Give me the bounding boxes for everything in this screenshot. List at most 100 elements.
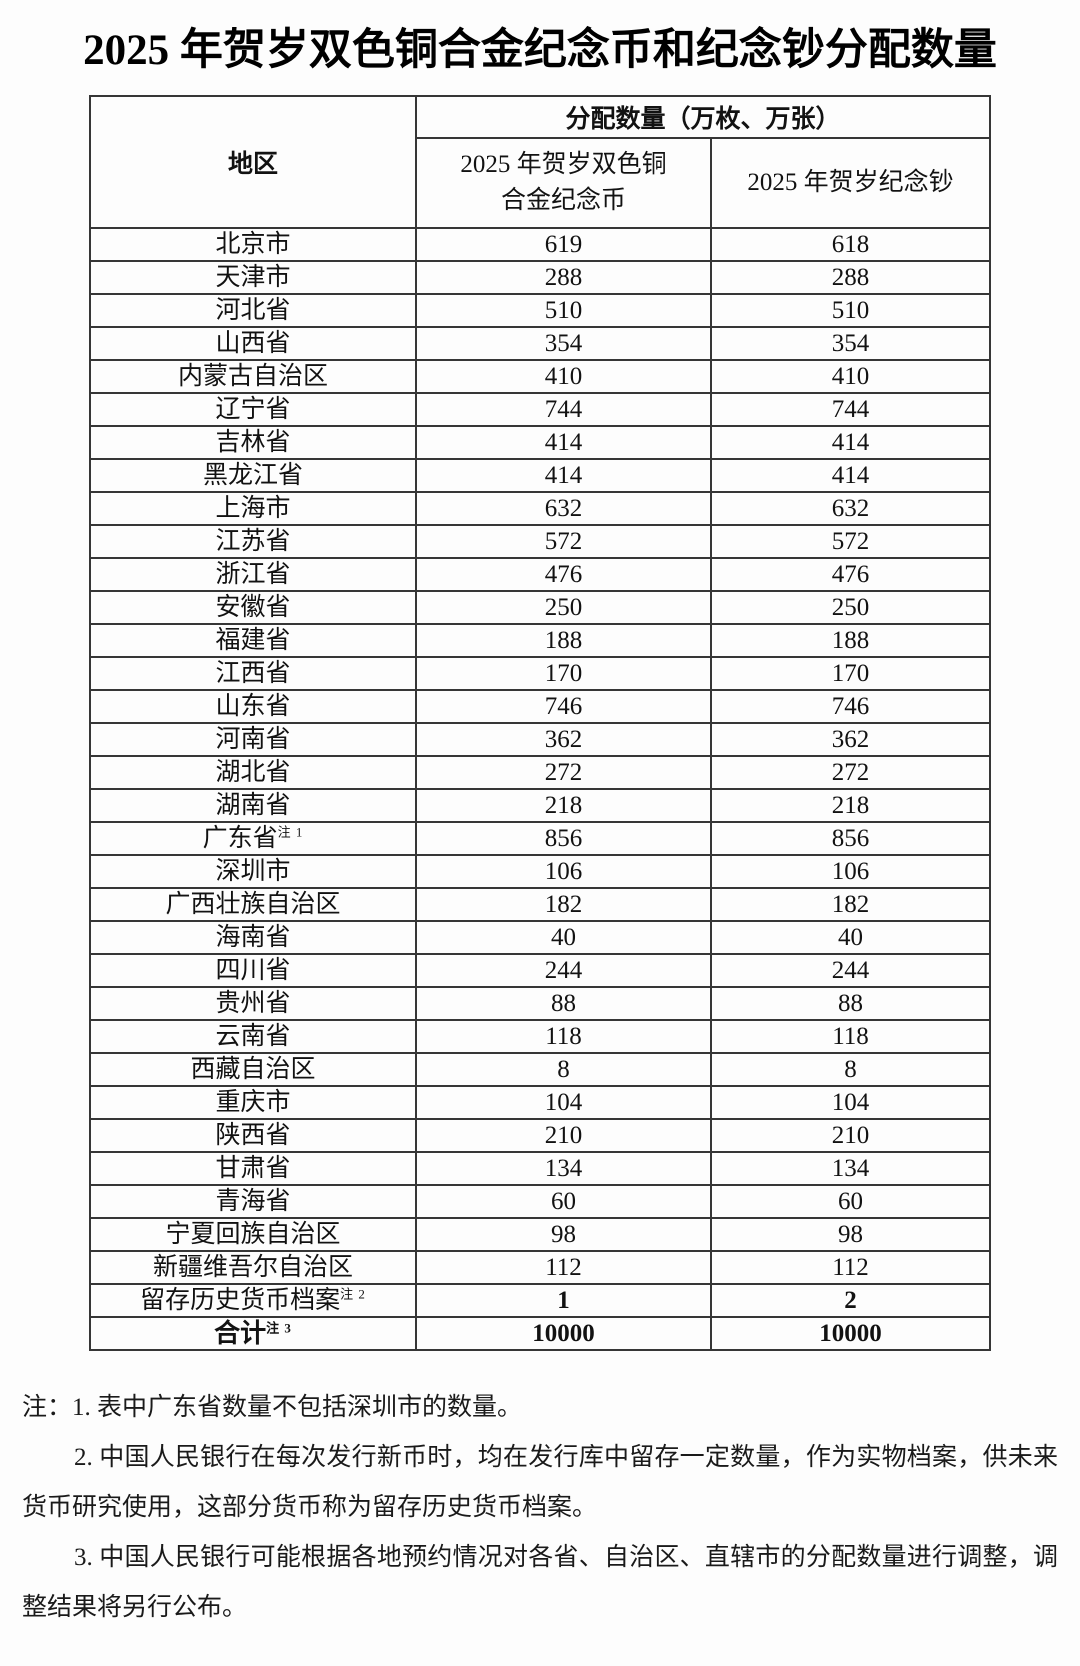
- coin-value: 40: [414, 920, 712, 956]
- banknote-value: 106: [709, 854, 992, 890]
- table-row: 青海省 60 60: [88, 1184, 992, 1220]
- region-cell: 云南省: [88, 1019, 417, 1055]
- region-name: 贵州省: [215, 990, 291, 1018]
- coin-value: 476: [414, 557, 712, 593]
- banknote-value: 210: [709, 1118, 992, 1154]
- coin-value: 98: [414, 1217, 712, 1253]
- coin-column-header: 2025 年贺岁双色铜 合金纪念币: [414, 137, 712, 230]
- region-cell: 辽宁省: [88, 392, 417, 428]
- coin-value: 354: [414, 326, 712, 362]
- coin-value: 182: [414, 887, 712, 923]
- table-row-archive: 留存历史货币档案注 2 1 2: [88, 1283, 992, 1319]
- note-1-text: 1. 表中广东省数量不包括深圳市的数量。: [72, 1394, 523, 1422]
- table-header-row-2: 2025 年贺岁双色铜 合金纪念币 2025 年贺岁纪念钞: [90, 137, 992, 230]
- region-column-header: 地区: [88, 95, 417, 230]
- region-cell: 合计注 3: [88, 1316, 417, 1352]
- coin-value: 60: [414, 1184, 712, 1220]
- table-row: 山东省 746 746: [88, 689, 992, 725]
- banknote-value: 250: [709, 590, 992, 626]
- coin-value: 118: [414, 1019, 712, 1055]
- banknote-value: 476: [709, 557, 992, 593]
- region-name: 深圳市: [215, 858, 291, 886]
- allocation-table: 地区 分配数量（万枚、万张） 2025 年贺岁双色铜 合金纪念币 2025 年贺…: [88, 95, 992, 1352]
- region-name: 河南省: [215, 726, 291, 754]
- table-row: 河南省 362 362: [88, 722, 992, 758]
- table-row: 宁夏回族自治区 98 98: [88, 1217, 992, 1253]
- table-row: 黑龙江省 414 414: [88, 458, 992, 494]
- region-cell: 四川省: [88, 953, 417, 989]
- table-row: 广东省注 1 856 856: [88, 821, 992, 857]
- region-cell: 广西壮族自治区: [88, 887, 417, 923]
- table-row: 天津市 288 288: [88, 260, 992, 296]
- region-cell: 天津市: [88, 260, 417, 296]
- region-cell: 贵州省: [88, 986, 417, 1022]
- note-ref: 注 1: [277, 825, 304, 841]
- coin-value: 619: [414, 227, 712, 263]
- region-name: 福建省: [215, 627, 291, 655]
- region-name: 宁夏回族自治区: [165, 1221, 341, 1249]
- table-row: 河北省 510 510: [88, 293, 992, 329]
- region-cell: 内蒙古自治区: [88, 359, 417, 395]
- banknote-value: 2: [709, 1283, 992, 1319]
- note-1: 注：1. 表中广东省数量不包括深圳市的数量。: [22, 1383, 1058, 1433]
- region-cell: 青海省: [88, 1184, 417, 1220]
- coin-value: 210: [414, 1118, 712, 1154]
- table-row: 海南省 40 40: [88, 920, 992, 956]
- banknote-value: 410: [709, 359, 992, 395]
- region-name: 甘肃省: [215, 1155, 291, 1183]
- banknote-value: 618: [709, 227, 992, 263]
- region-cell: 上海市: [88, 491, 417, 527]
- region-name: 江西省: [215, 660, 291, 688]
- table-row: 湖北省 272 272: [88, 755, 992, 791]
- banknote-value: 244: [709, 953, 992, 989]
- region-name: 黑龙江省: [202, 462, 303, 490]
- region-cell: 浙江省: [88, 557, 417, 593]
- table-row: 深圳市 106 106: [88, 854, 992, 890]
- banknote-value: 272: [709, 755, 992, 791]
- banknote-value: 10000: [709, 1316, 992, 1352]
- table-row: 浙江省 476 476: [88, 557, 992, 593]
- region-cell: 深圳市: [88, 854, 417, 890]
- region-cell: 安徽省: [88, 590, 417, 626]
- banknote-value: 8: [709, 1052, 992, 1088]
- region-name: 湖北省: [215, 759, 291, 787]
- coin-value: 572: [414, 524, 712, 560]
- banknote-value: 134: [709, 1151, 992, 1187]
- table-row: 新疆维吾尔自治区 112 112: [88, 1250, 992, 1286]
- table-header-row-1: 地区 分配数量（万枚、万张）: [88, 95, 992, 230]
- coin-value: 106: [414, 854, 712, 890]
- table-row: 云南省 118 118: [88, 1019, 992, 1055]
- region-name: 山东省: [215, 693, 291, 721]
- banknote-value: 510: [709, 293, 992, 329]
- region-cell: 宁夏回族自治区: [88, 1217, 417, 1253]
- region-name: 内蒙古自治区: [177, 363, 328, 391]
- coin-value: 88: [414, 986, 712, 1022]
- region-name: 四川省: [215, 957, 291, 985]
- region-cell: 山东省: [88, 689, 417, 725]
- region-cell: 重庆市: [88, 1085, 417, 1121]
- region-cell: 陕西省: [88, 1118, 417, 1154]
- region-name: 江苏省: [215, 528, 291, 556]
- coin-value: 244: [414, 953, 712, 989]
- banknote-value: 414: [709, 425, 992, 461]
- note-ref: 注 3: [266, 1320, 292, 1336]
- region-cell: 新疆维吾尔自治区: [88, 1250, 417, 1286]
- table-row: 西藏自治区 8 8: [88, 1052, 992, 1088]
- region-name: 留存历史货币档案: [140, 1287, 341, 1315]
- region-cell: 河南省: [88, 722, 417, 758]
- region-cell: 湖北省: [88, 755, 417, 791]
- region-cell: 吉林省: [88, 425, 417, 461]
- region-name: 河北省: [215, 297, 291, 325]
- banknote-value: 40: [709, 920, 992, 956]
- table-row: 江苏省 572 572: [88, 524, 992, 560]
- table-row-total: 合计注 3 10000 10000: [88, 1316, 992, 1352]
- region-name: 湖南省: [215, 792, 291, 820]
- region-name: 吉林省: [215, 429, 291, 457]
- table-row: 甘肃省 134 134: [88, 1151, 992, 1187]
- coin-value: 112: [414, 1250, 712, 1286]
- coin-value: 744: [414, 392, 712, 428]
- banknote-value: 218: [709, 788, 992, 824]
- table-row: 上海市 632 632: [88, 491, 992, 527]
- banknote-value: 112: [709, 1250, 992, 1286]
